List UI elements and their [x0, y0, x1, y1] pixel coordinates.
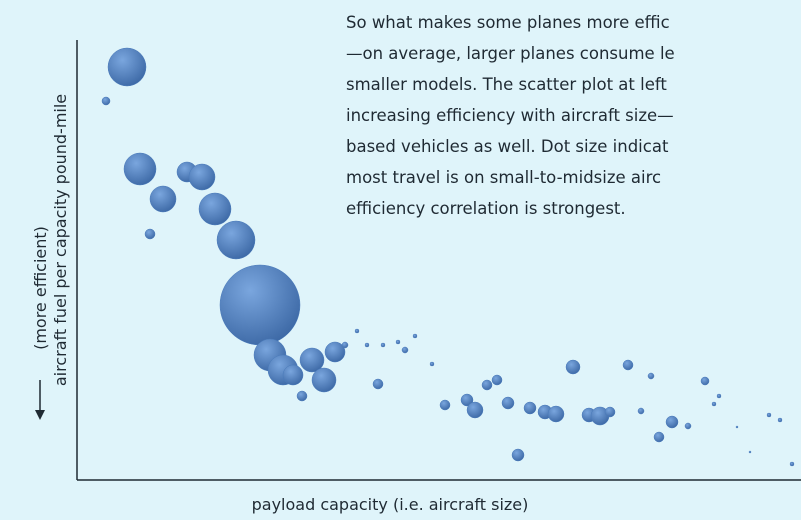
annotation-line: efficiency correlation is strongest. [346, 199, 626, 218]
bubble [149, 185, 177, 213]
bubble [547, 405, 565, 423]
annotation-line: smaller models. The scatter plot at left [346, 75, 667, 94]
bubble [429, 361, 435, 367]
bubble [789, 461, 795, 467]
bubble [101, 96, 111, 106]
bubble [748, 450, 752, 454]
bubble [144, 228, 156, 240]
bubble [188, 163, 216, 191]
bubble [665, 415, 679, 429]
x-axis-label: payload capacity (i.e. aircraft size) [252, 495, 529, 514]
bubble [700, 376, 710, 386]
bubble [711, 401, 717, 407]
bubble [523, 401, 537, 415]
bubble [466, 401, 484, 419]
bubble [107, 47, 147, 87]
bubble [380, 342, 386, 348]
annotation-line: —on average, larger planes consume le [346, 44, 675, 63]
bubble [198, 192, 232, 226]
annotation-line: most travel is on small-to-midsize airc [346, 168, 661, 187]
bubble [777, 417, 783, 423]
annotation-line: So what makes some planes more effic [346, 13, 670, 32]
bubble [622, 359, 634, 371]
annotation-line: based vehicles as well. Dot size indicat [346, 137, 669, 156]
y-axis-label: aircraft fuel per capacity pound-mile [51, 94, 70, 386]
bubble [565, 359, 581, 375]
bubble [766, 412, 772, 418]
bubble [604, 406, 616, 418]
bubble [653, 431, 665, 443]
bubble [412, 333, 418, 339]
y-axis-note: (more efficient) [31, 226, 50, 350]
bubble [460, 393, 474, 407]
bubble [282, 364, 304, 386]
bubble [491, 374, 503, 386]
bubble [716, 393, 722, 399]
bubble [296, 390, 308, 402]
bubble [501, 396, 515, 410]
bubble [372, 378, 384, 390]
bubble [299, 347, 325, 373]
annotation: So what makes some planes more effic —on … [346, 13, 675, 218]
bubble [123, 152, 157, 186]
bubble [439, 399, 451, 411]
bubble [219, 264, 301, 346]
bubble [735, 425, 739, 429]
bubble [311, 367, 337, 393]
bubble [341, 341, 349, 349]
bubble [401, 346, 409, 354]
bubble [216, 220, 256, 260]
bubble [395, 339, 401, 345]
bubble [481, 379, 493, 391]
bubble [647, 372, 655, 380]
annotation-line: increasing efficiency with aircraft size… [346, 106, 674, 125]
bubble [637, 407, 645, 415]
bubble [324, 341, 346, 363]
bubble [354, 328, 360, 334]
bubble [684, 422, 692, 430]
bubble [364, 342, 370, 348]
bubble [511, 448, 525, 462]
arrow-head [35, 410, 45, 420]
